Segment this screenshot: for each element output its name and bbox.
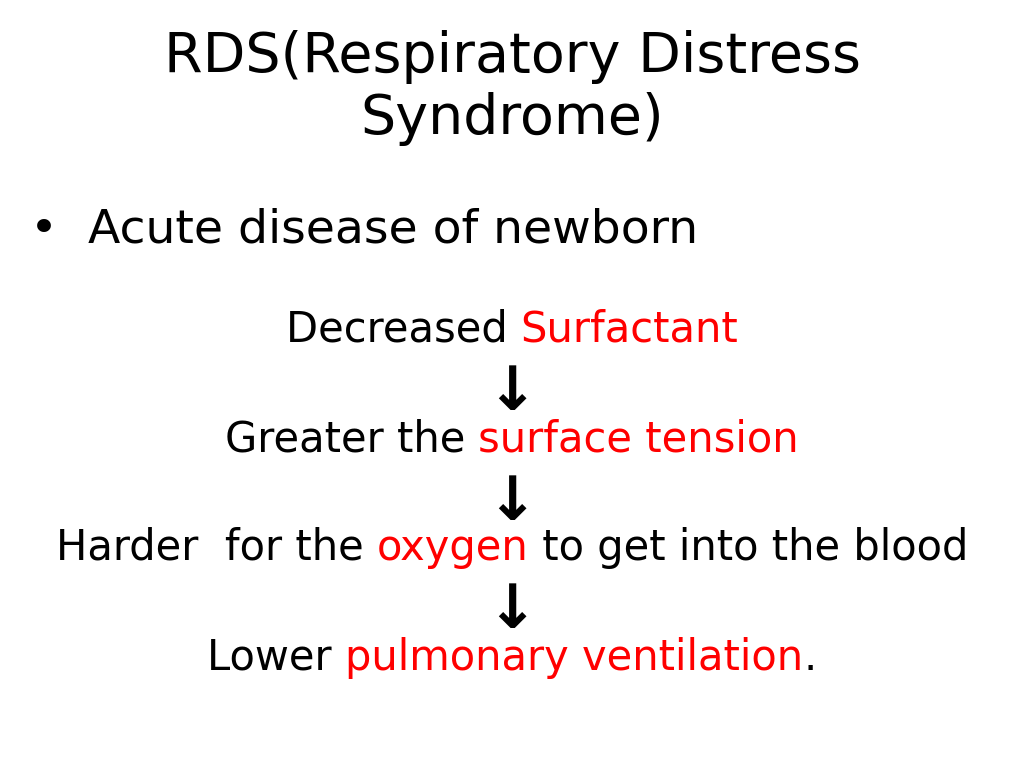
Text: Harder  for the: Harder for the [56,527,377,569]
Text: ↓: ↓ [486,474,538,532]
Text: Lower: Lower [208,637,345,679]
Text: ↓: ↓ [486,581,538,641]
Text: .: . [804,637,816,679]
Text: Decreased: Decreased [286,309,520,351]
Text: Surfactant: Surfactant [520,309,738,351]
Text: pulmonary ventilation: pulmonary ventilation [345,637,804,679]
Text: RDS(Respiratory Distress
Syndrome): RDS(Respiratory Distress Syndrome) [164,30,860,147]
Text: to get into the blood: to get into the blood [528,527,968,569]
Text: ↓: ↓ [486,363,538,422]
Text: Greater the: Greater the [225,419,478,461]
Text: oxygen: oxygen [377,527,528,569]
Text: •  Acute disease of newborn: • Acute disease of newborn [30,207,698,253]
Text: surface tension: surface tension [478,419,799,461]
